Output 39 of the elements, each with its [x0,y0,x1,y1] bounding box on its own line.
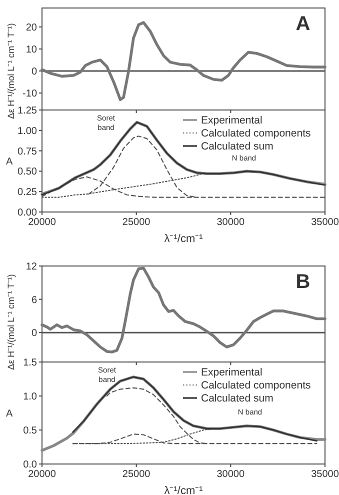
annotation: A [296,13,310,35]
y-tick-label: 0.75 [18,146,38,158]
y-tick-label: 0.00 [18,208,38,218]
y-axis-title: Δε H⁻¹/(mol L⁻¹ cm⁻¹ T⁻¹) [6,23,16,119]
y-tick-label: 1.25 [18,106,38,116]
y-tick-label: 1.5 [23,358,38,368]
y-tick-label: 20 [26,22,38,34]
x-axis-title: λ⁻¹/cm⁻¹ [164,485,204,495]
legend-label: Experimental [201,366,262,379]
x-tick-label: 20000 [28,217,56,228]
y-tick-label: 0.0 [23,460,38,470]
y-tick-label: 0 [31,328,38,340]
y-tick-label: 12 [26,262,38,272]
y-tick-label: 10 [26,44,38,56]
y-axis-title: A [6,156,13,168]
x-tick-label: 25000 [122,217,151,228]
y-tick-label: -10 [22,88,38,100]
legend-label: Calculated sum [201,392,274,405]
y-tick-label: 0.25 [18,187,38,198]
x-tick-label: 20000 [28,469,56,480]
x-tick-label: 35000 [311,469,339,480]
y-tick-label: 1.00 [18,126,38,137]
x-tick-label: 25000 [122,469,151,480]
y-tick-label: 6 [31,294,38,306]
legend-label: Experimental [201,114,262,127]
x-tick-label: 35000 [311,217,339,228]
y-axis-title: A [6,408,13,420]
legend-label: Calculated components [201,380,311,392]
x-tick-label: 30000 [216,469,246,480]
y-axis-title: Δε H⁻¹/(mol L⁻¹ cm⁻¹ T⁻¹) [6,274,16,370]
y-tick-label: 1.0 [23,392,38,402]
legend-label: Calculated components [201,128,311,140]
annotation: B [296,271,310,293]
x-axis-title: λ⁻¹/cm⁻¹ [164,233,204,245]
y-tick-label: 0.50 [18,166,38,178]
y-tick-label: 0.5 [23,426,38,436]
x-tick-label: 30000 [216,217,246,228]
y-tick-label: 0 [31,66,38,78]
legend-label: Calculated sum [201,140,274,153]
